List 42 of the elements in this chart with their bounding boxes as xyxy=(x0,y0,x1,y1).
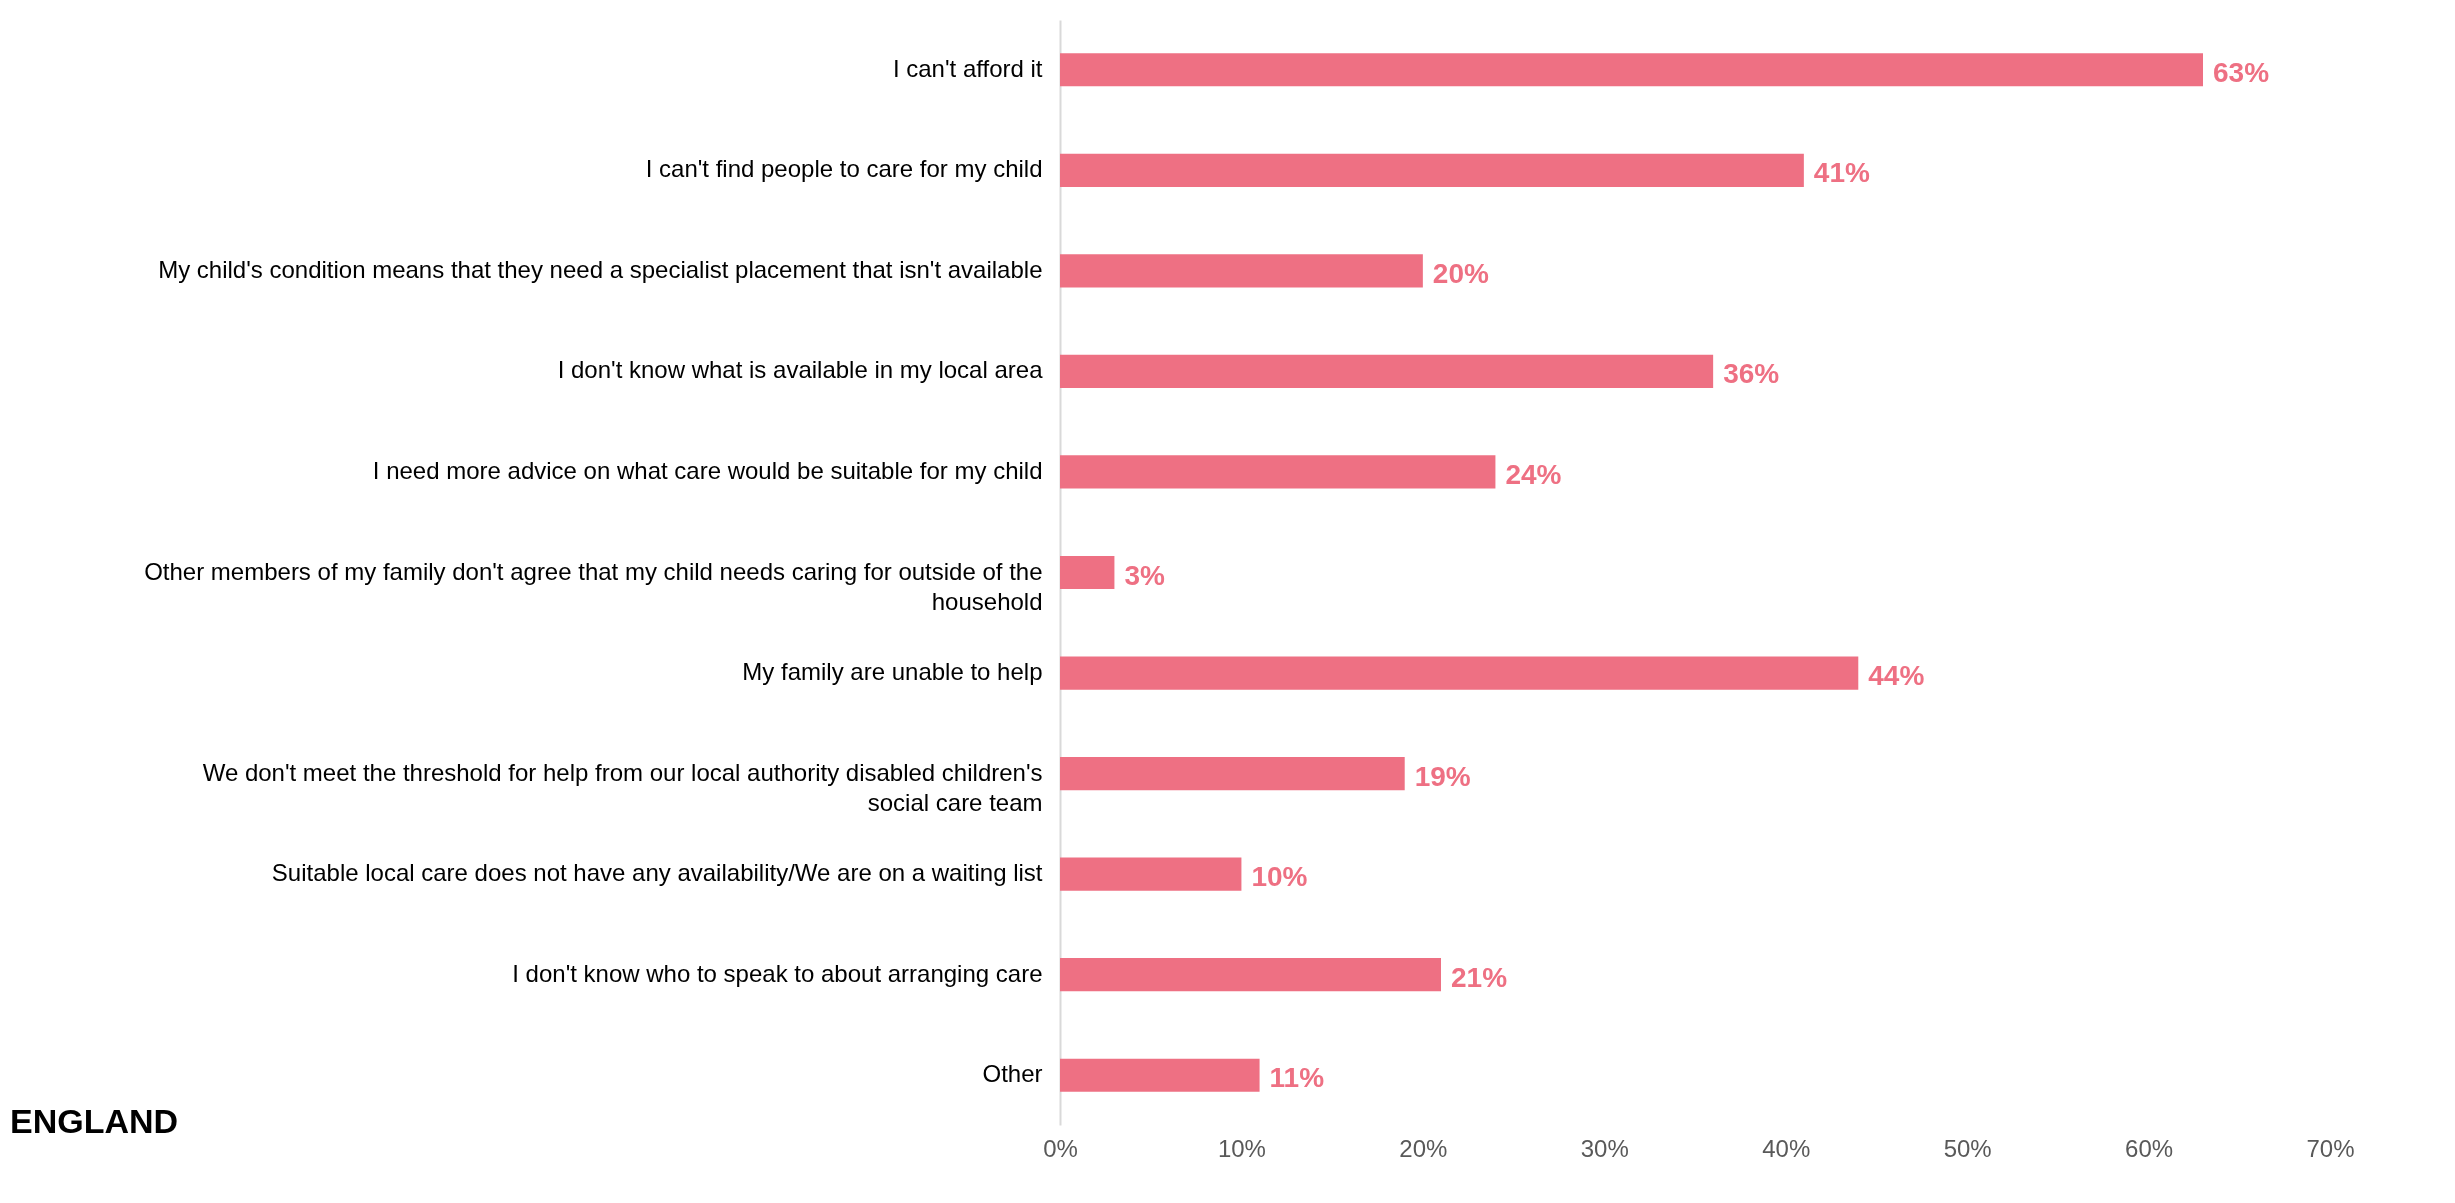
x-tick-label: 20% xyxy=(1399,1134,1448,1162)
x-tick-label: 70% xyxy=(2306,1134,2355,1162)
y-tick-label: I don't know who to speak to about arranging care xyxy=(512,959,1043,987)
bar xyxy=(1060,857,1242,891)
data-label: 21% xyxy=(1451,961,1508,993)
data-label: 20% xyxy=(1432,257,1489,289)
data-label: 10% xyxy=(1251,861,1308,893)
data-label: 3% xyxy=(1124,559,1165,591)
y-tick-label: Other xyxy=(982,1060,1043,1088)
bar xyxy=(1060,254,1423,288)
bar xyxy=(1060,153,1804,187)
x-tick-label: 10% xyxy=(1217,1134,1266,1162)
x-tick-label: 0% xyxy=(1043,1134,1078,1162)
data-label: 24% xyxy=(1505,458,1562,490)
bar xyxy=(1060,1058,1260,1092)
bar xyxy=(1060,455,1496,489)
data-label: 41% xyxy=(1813,157,1870,189)
x-tick-label: 30% xyxy=(1580,1134,1629,1162)
y-tick-label: My family are unable to help xyxy=(742,658,1043,686)
bar xyxy=(1060,656,1859,690)
data-label: 19% xyxy=(1414,760,1471,792)
bar xyxy=(1060,53,2203,87)
y-tick-label: I need more advice on what care would be suitable for my child xyxy=(372,456,1043,484)
text: ENGLAND xyxy=(10,1102,179,1140)
y-tick-label: I can't afford it xyxy=(892,54,1043,82)
x-tick-label: 60% xyxy=(2125,1134,2174,1162)
y-tick-label: I don't know what is available in my local area xyxy=(557,356,1044,384)
data-label: 44% xyxy=(1868,660,1925,692)
y-tick-label: We don't meet the threshold for help from our local authority disabled children's social care team xyxy=(202,758,1043,816)
x-tick-label: 50% xyxy=(1943,1134,1992,1162)
bar xyxy=(1060,555,1115,590)
data-label: 63% xyxy=(2213,56,2270,88)
bar xyxy=(1060,354,1714,388)
y-tick-label: I can't find people to care for my child xyxy=(645,155,1043,183)
bar xyxy=(1060,757,1405,791)
y-tick-label: Suitable local care does not have any availability/We are on a waiting list xyxy=(271,859,1043,887)
data-label: 11% xyxy=(1269,1062,1325,1094)
y-tick-label: My child's condition means that they need a specialist placement that isn't available xyxy=(158,255,1043,283)
x-tick-label: 40% xyxy=(1762,1134,1811,1162)
y-tick-label: Other members of my family don't agree that my child needs caring for outside of the household xyxy=(144,557,1043,615)
bar xyxy=(1060,958,1441,992)
data-label: 36% xyxy=(1723,358,1780,390)
